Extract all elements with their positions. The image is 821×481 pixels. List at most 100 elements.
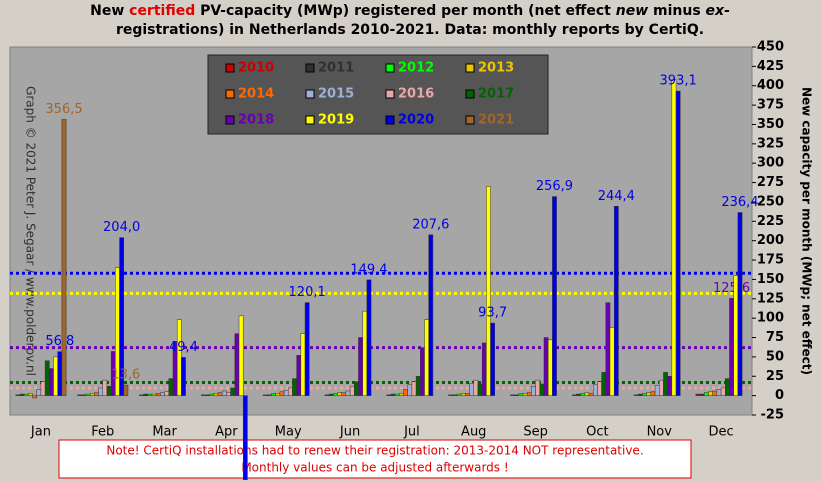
bar	[481, 342, 487, 396]
bar	[737, 212, 743, 396]
bar	[53, 356, 58, 396]
bar	[139, 394, 144, 396]
legend-label: 2018	[238, 113, 274, 128]
bar	[81, 394, 87, 396]
bar	[654, 385, 660, 396]
bar	[420, 347, 425, 396]
title-segment: registrations) in Netherlands 2010-2021.…	[116, 22, 704, 38]
legend-label: 2015	[318, 87, 354, 102]
x-tick-label: Apr	[215, 425, 238, 440]
bar	[580, 393, 586, 396]
bar	[424, 319, 429, 396]
x-tick-label: Jun	[339, 425, 360, 440]
bar	[164, 391, 170, 396]
title-segment: new	[616, 3, 648, 19]
bar	[15, 394, 21, 396]
bar	[522, 393, 528, 396]
legend-swatch	[225, 89, 235, 99]
x-tick-label: Jul	[403, 425, 420, 440]
y-tick-label: 450	[757, 40, 784, 55]
bar	[646, 392, 652, 396]
legend-label: 2011	[318, 61, 354, 76]
y-tick-label: 375	[757, 98, 784, 113]
legend-swatch	[305, 89, 315, 99]
x-tick-label: Mar	[152, 425, 177, 440]
bar	[659, 379, 664, 396]
bar	[333, 393, 338, 396]
legend-swatch	[225, 115, 235, 125]
watermark: Graph © 2021 Peter J. Segaar / www.polde…	[24, 86, 38, 376]
legend-label: 2014	[238, 87, 274, 102]
bar	[547, 339, 553, 396]
value-label: 356,5	[45, 102, 82, 117]
bar	[32, 395, 37, 399]
bar	[490, 322, 495, 396]
bar	[345, 390, 351, 396]
bar	[399, 393, 404, 396]
bar	[473, 379, 479, 396]
y-tick-label: 200	[757, 233, 784, 248]
bar	[716, 389, 722, 396]
bar	[358, 337, 363, 396]
bar	[275, 393, 281, 396]
y-tick-label: 275	[757, 175, 784, 190]
bar	[411, 381, 417, 396]
bar	[19, 393, 25, 396]
value-label: 49,4	[169, 340, 198, 355]
bar	[217, 392, 223, 396]
y-tick-label: 25	[766, 369, 784, 384]
bar	[337, 392, 342, 396]
title-segment: ex-	[706, 3, 731, 19]
bar	[605, 302, 611, 396]
x-tick-label: May	[275, 425, 302, 440]
legend-label: 2016	[398, 87, 434, 102]
bar	[288, 387, 293, 396]
title-segment: certified	[129, 3, 195, 19]
bar	[176, 319, 182, 396]
bar	[304, 302, 310, 396]
bar	[428, 234, 434, 396]
legend-label: 2021	[478, 113, 514, 128]
y-axis-label: New capacity per month (MWp; net effect)	[800, 87, 814, 375]
bar	[209, 393, 215, 396]
bar	[460, 393, 466, 396]
bar	[386, 394, 392, 396]
bar	[650, 391, 656, 396]
bar	[123, 384, 129, 396]
bar	[28, 393, 33, 396]
bar	[539, 383, 545, 396]
bar	[279, 391, 285, 396]
x-tick-label: Nov	[647, 425, 673, 440]
bar	[477, 383, 483, 396]
value-label: 120,1	[289, 285, 326, 300]
bar	[601, 372, 607, 396]
bar	[147, 393, 153, 396]
bar	[699, 393, 705, 396]
bar	[394, 393, 400, 396]
value-label: 256,9	[536, 179, 573, 194]
bar	[49, 368, 54, 396]
bar	[283, 389, 289, 396]
bar	[160, 392, 165, 396]
bar	[535, 379, 541, 396]
y-tick-label: 125	[757, 291, 784, 306]
y-tick-label: 0	[775, 388, 784, 403]
bar	[675, 90, 681, 396]
bar	[221, 390, 227, 396]
x-tick-label: Sep	[523, 425, 548, 440]
bar	[704, 392, 709, 396]
bar	[415, 376, 421, 396]
legend-label: 2012	[398, 61, 434, 76]
y-tick-label: 400	[757, 78, 784, 93]
title-segment: minus	[648, 3, 705, 19]
legend-label: 2010	[238, 61, 274, 76]
bar	[576, 393, 581, 396]
x-tick-label: Jan	[30, 425, 51, 440]
y-tick-label: 150	[757, 272, 784, 287]
bar	[571, 394, 577, 396]
x-tick-label: Dec	[709, 425, 734, 440]
bar	[57, 351, 63, 396]
bar	[526, 392, 532, 396]
legend-swatch	[465, 63, 475, 73]
